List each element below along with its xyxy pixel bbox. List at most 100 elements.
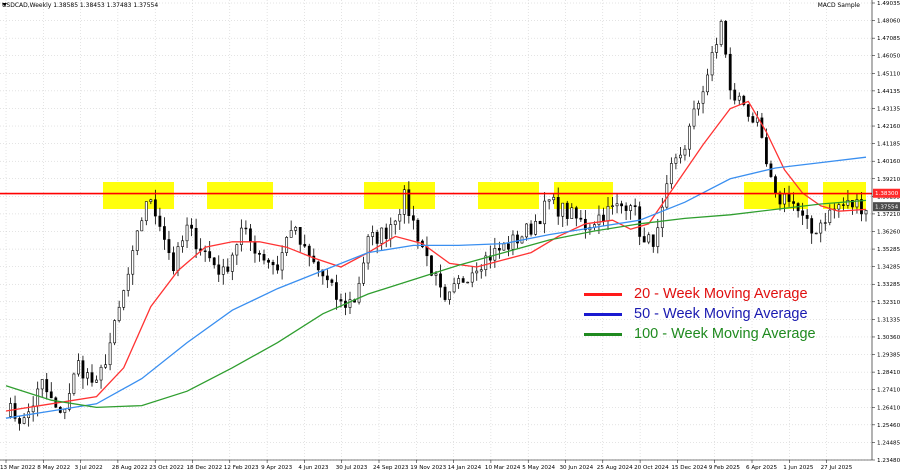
legend-ma50: 50 - Week Moving Average: [584, 306, 808, 322]
candle-down: [620, 203, 623, 207]
candle-up: [457, 278, 461, 284]
candle-up: [348, 299, 352, 308]
candle-down: [841, 204, 845, 206]
candle-up: [221, 266, 225, 275]
candle-up: [289, 230, 293, 238]
candle-down: [276, 264, 279, 271]
x-tick-label: 30 Jul 2023: [336, 465, 368, 471]
y-tick-label: 1.31335: [877, 317, 900, 323]
candle-up: [135, 230, 139, 251]
candle-up: [674, 157, 678, 164]
candle-up: [864, 210, 868, 215]
candle-up: [629, 205, 633, 211]
candle-down: [407, 189, 411, 216]
candle-down: [153, 199, 157, 217]
candle-up: [113, 320, 117, 344]
legend-ma50-label: 50 - Week Moving Average: [634, 306, 808, 322]
candle-down: [416, 219, 420, 242]
y-tick-label: 1.41185: [877, 142, 900, 148]
candle-up: [72, 373, 76, 394]
candle-down: [774, 176, 777, 194]
candle-up: [294, 227, 298, 231]
candle-down: [190, 224, 193, 229]
candle-up: [434, 273, 438, 276]
price-tag-current: [873, 202, 900, 212]
candle-up: [828, 209, 832, 223]
candle-down: [556, 197, 560, 217]
candle-up: [855, 199, 859, 208]
candle-up: [402, 189, 406, 215]
resistance-zone: [103, 182, 174, 209]
symbol-menu-icon: [2, 3, 7, 6]
candle-down: [384, 227, 388, 239]
candle-up: [615, 203, 619, 207]
candle-up: [688, 125, 691, 150]
candle-down: [724, 21, 728, 55]
candle-up: [706, 74, 709, 93]
candle-down: [742, 95, 746, 105]
candle-down: [529, 223, 533, 235]
candle-up: [475, 270, 479, 274]
candle-up: [669, 163, 673, 185]
candle-up: [701, 91, 705, 104]
y-tick-label: 1.42160: [877, 124, 900, 130]
candle-up: [230, 254, 234, 272]
candle-down: [163, 226, 166, 240]
candle-down: [792, 201, 795, 204]
x-tick-label: 14 Jan 2024: [448, 465, 482, 471]
candle-down: [507, 243, 510, 250]
candle-up: [692, 108, 696, 127]
x-tick-label: 24 Sep 2023: [373, 465, 409, 471]
candle-down: [746, 104, 750, 117]
ma-line-ma20: [5, 100, 867, 412]
candle-up: [22, 417, 26, 424]
x-tick-label: 18 Dec 2022: [187, 465, 223, 471]
candle-up: [479, 269, 483, 272]
candle-up: [280, 252, 284, 271]
candle-up: [525, 223, 528, 238]
candle-up: [597, 214, 601, 225]
candle-down: [801, 210, 805, 216]
candle-up: [371, 232, 375, 237]
indicator-label: MACD Sample: [817, 2, 860, 9]
y-tick-label: 1.43135: [877, 106, 900, 112]
candle-up: [561, 202, 565, 217]
candle-down: [316, 261, 320, 271]
candle-up: [31, 405, 35, 413]
x-tick-label: 9 Apr 2023: [261, 465, 292, 471]
candle-up: [606, 206, 610, 222]
candle-down: [244, 227, 248, 230]
candle-down: [765, 137, 768, 165]
legend-ma100-swatch: [584, 332, 622, 336]
y-tick-label: 1.25460: [877, 423, 900, 429]
candle-up: [393, 220, 397, 225]
candle-down: [262, 254, 266, 261]
candle-up: [448, 291, 451, 300]
candle-up: [285, 237, 289, 253]
candle-up: [380, 227, 384, 244]
y-tick-label: 1.34285: [877, 265, 900, 271]
candle-up: [122, 290, 126, 308]
candle-down: [271, 261, 275, 266]
candle-up: [77, 360, 80, 375]
candle-down: [203, 250, 207, 252]
candle-up: [547, 199, 551, 202]
candle-down: [751, 116, 755, 123]
candle-down: [538, 221, 542, 225]
candle-up: [398, 214, 402, 222]
candle-down: [194, 227, 198, 250]
candle-up: [235, 244, 239, 256]
resistance-zone: [207, 182, 273, 209]
candle-down: [778, 192, 782, 205]
x-tick-label: 9 Feb 2025: [709, 465, 741, 471]
candle-down: [212, 257, 216, 266]
candle-down: [45, 379, 49, 393]
candle-up: [719, 21, 723, 45]
candle-down: [769, 163, 773, 177]
candle-down: [411, 215, 415, 221]
candle-down: [330, 279, 334, 283]
candle-down: [443, 286, 447, 300]
candle-down: [810, 218, 814, 234]
candle-up: [117, 306, 121, 321]
